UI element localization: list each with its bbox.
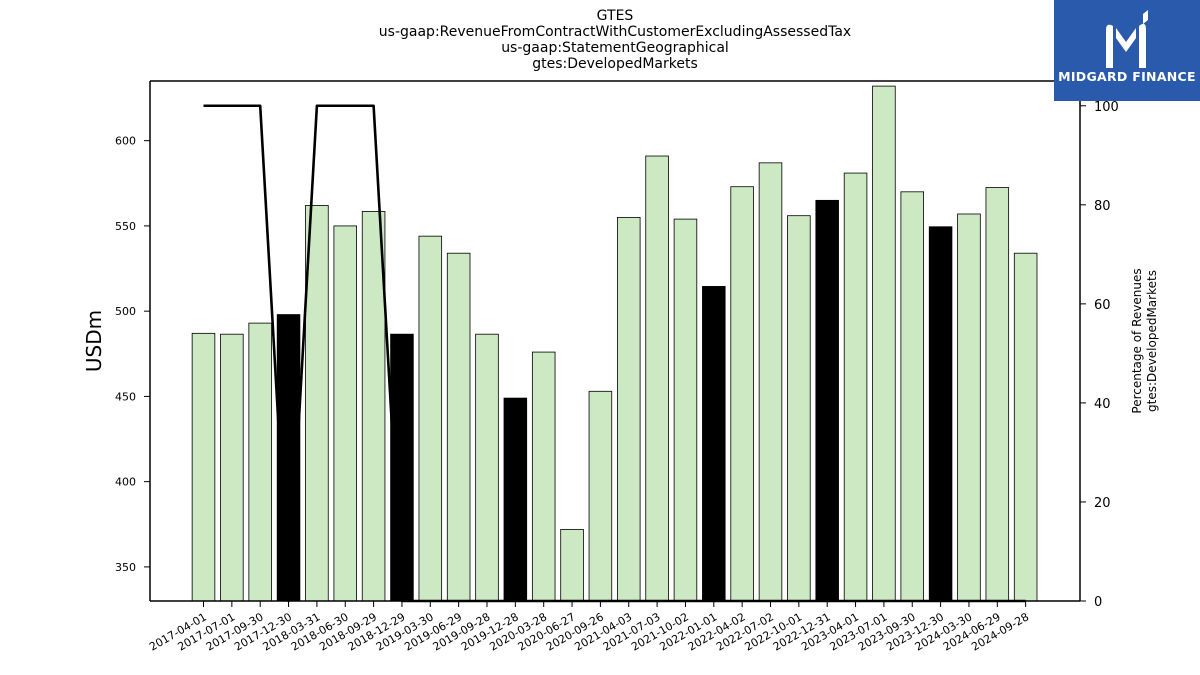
y-tick-label: 550 (115, 220, 136, 233)
title-line-ticker: GTES (596, 8, 634, 24)
y-tick-label: 450 (115, 390, 136, 403)
bar (418, 235, 443, 602)
bar (503, 397, 528, 602)
y2-axis-label-line: gtes:DevelopedMarkets (1145, 270, 1159, 412)
bar (900, 191, 925, 602)
bar (928, 226, 953, 602)
y-tick-label: 600 (115, 135, 136, 148)
bar (220, 333, 244, 602)
bar (475, 333, 499, 602)
y2-tick-label: 0 (1094, 595, 1102, 610)
bar (815, 199, 839, 602)
bar (1013, 252, 1038, 602)
title-line-concept: us-gaap:RevenueFromContractWithCustomerE… (378, 24, 852, 40)
bar (957, 213, 981, 602)
bar (531, 351, 556, 602)
bar (758, 162, 783, 602)
bar (560, 528, 584, 602)
y2-tick-label: 60 (1094, 298, 1111, 313)
y2-tick-label: 40 (1094, 397, 1111, 412)
midgard-m-icon (1106, 10, 1148, 69)
logo-text: MIDGARD FINANCE (1058, 69, 1196, 84)
y2-tick-label: 100 (1094, 100, 1119, 115)
midgard-finance-logo: MIDGARD FINANCE (1054, 0, 1200, 101)
title-line-axis: us-gaap:StatementGeographical (501, 40, 729, 56)
y2-axis-label-line: Percentage of Revenues (1130, 268, 1144, 413)
bar (361, 211, 386, 602)
bar (985, 187, 1010, 602)
y2-tick-label: 20 (1094, 496, 1111, 511)
bar (673, 218, 698, 602)
bar (588, 390, 613, 602)
y-tick-label: 400 (115, 476, 136, 489)
bar (446, 252, 471, 602)
bar (248, 322, 272, 602)
bar (191, 332, 216, 602)
bar (730, 186, 754, 602)
bar (843, 172, 868, 602)
y2-tick-label: 80 (1094, 199, 1111, 214)
y-axis-label: USDm (82, 310, 106, 372)
y-tick-label: 500 (115, 305, 136, 318)
y-tick-label: 350 (115, 561, 136, 574)
bar (645, 155, 669, 602)
bar (617, 216, 641, 602)
bar (702, 286, 726, 602)
bar (787, 215, 811, 602)
bar (872, 85, 896, 602)
bar (333, 225, 357, 602)
title-line-member: gtes:DevelopedMarkets (532, 56, 698, 72)
